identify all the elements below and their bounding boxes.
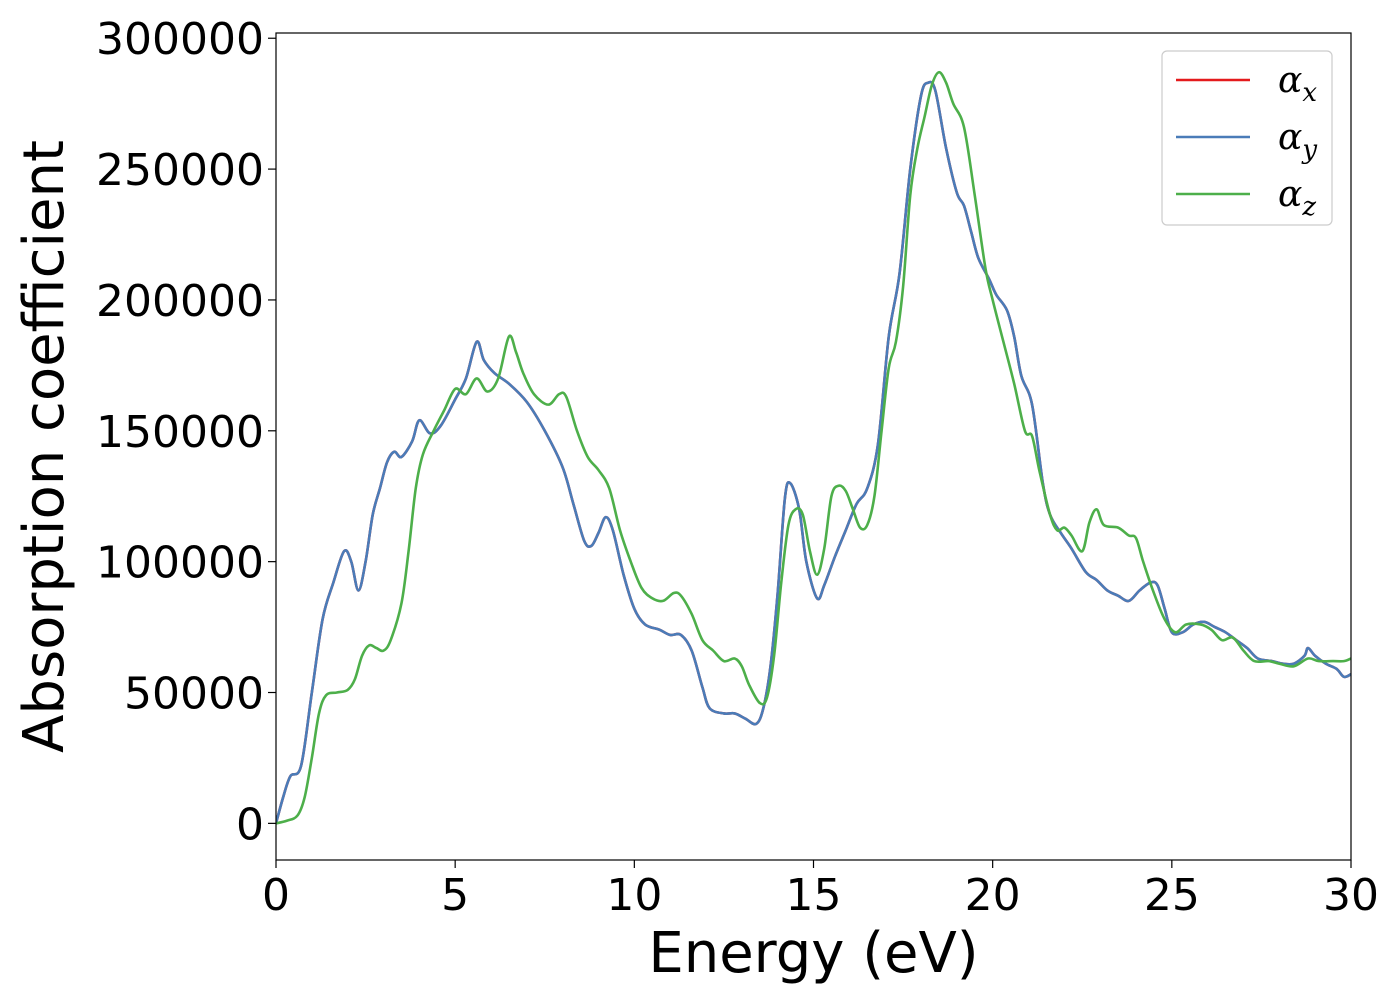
y-tick-label: 250000 xyxy=(96,145,264,196)
x-tick-label: 30 xyxy=(1323,870,1379,921)
y-tick-label: 0 xyxy=(236,799,264,850)
x-tick-label: 15 xyxy=(786,870,842,921)
legend-label-x: αx xyxy=(1278,60,1317,108)
y-axis: 0 50000 100000 150000 200000 250000 300000 xyxy=(96,14,276,850)
y-tick-label: 300000 xyxy=(96,14,264,65)
x-tick-label: 20 xyxy=(965,870,1021,921)
y-tick-label: 200000 xyxy=(96,276,264,327)
y-tick-label: 150000 xyxy=(96,407,264,458)
x-tick-label: 10 xyxy=(606,870,662,921)
x-tick-label: 5 xyxy=(441,870,469,921)
x-axis: 0 5 10 15 20 25 30 xyxy=(262,860,1379,921)
series-layer xyxy=(276,70,1351,825)
y-axis-title: Absorption coefficient xyxy=(12,140,77,753)
legend-label-y: αy xyxy=(1278,117,1317,165)
legend: αx αy αz xyxy=(1161,50,1333,226)
x-tick-label: 0 xyxy=(262,870,290,921)
x-axis-title: Energy (eV) xyxy=(648,921,978,986)
y-tick-label: 50000 xyxy=(124,669,264,720)
x-tick-label: 25 xyxy=(1144,870,1200,921)
y-tick-label: 100000 xyxy=(96,538,264,589)
series-line-z xyxy=(276,70,1351,825)
legend-label-z: αz xyxy=(1278,174,1316,222)
